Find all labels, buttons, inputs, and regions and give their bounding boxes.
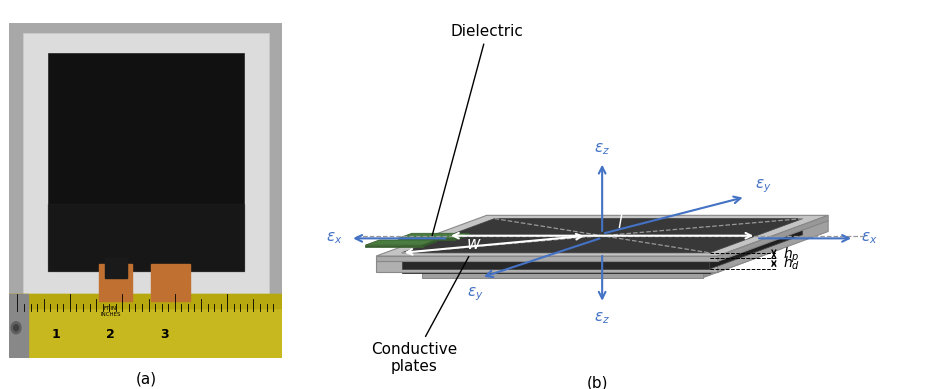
Polygon shape [718,216,828,261]
Bar [105,258,127,278]
Text: $\varepsilon_z$: $\varepsilon_z$ [594,311,610,326]
Polygon shape [402,269,709,273]
Text: $\varepsilon_y$: $\varepsilon_y$ [755,177,771,195]
Text: Conductive
plates: Conductive plates [370,256,469,374]
Circle shape [14,325,19,331]
Polygon shape [23,33,269,298]
Polygon shape [47,53,244,271]
Bar [99,264,132,301]
Text: $h_d$: $h_d$ [783,255,800,272]
Polygon shape [376,216,828,256]
Bar [9,294,282,358]
Polygon shape [366,245,422,247]
Text: 1: 1 [51,328,60,341]
Text: 3: 3 [160,328,169,341]
Bar [47,204,244,271]
Text: FT.IN
INCHES: FT.IN INCHES [100,306,120,317]
Polygon shape [718,221,828,272]
Polygon shape [709,235,803,273]
Polygon shape [376,256,718,261]
Text: $\varepsilon_z$: $\varepsilon_z$ [594,142,610,157]
Text: $w$: $w$ [467,235,482,253]
Text: $l$: $l$ [618,214,624,232]
Polygon shape [402,219,803,253]
Text: Dielectric: Dielectric [432,24,524,236]
Polygon shape [366,240,436,245]
Text: 2: 2 [106,328,115,341]
Polygon shape [376,221,828,261]
Bar [9,294,29,358]
Text: (b): (b) [586,376,608,389]
Polygon shape [402,253,709,269]
Text: $h_p$: $h_p$ [783,246,800,265]
Text: $\varepsilon_x$: $\varepsilon_x$ [326,231,343,246]
Polygon shape [422,242,782,271]
Polygon shape [402,235,803,269]
Bar [151,264,190,301]
Polygon shape [398,238,455,240]
Text: (a): (a) [135,371,156,386]
Polygon shape [376,261,718,272]
Polygon shape [398,233,469,238]
Text: $\varepsilon_x$: $\varepsilon_x$ [861,231,878,246]
Polygon shape [455,233,469,240]
Bar [9,294,282,308]
Polygon shape [704,242,782,277]
Text: $\varepsilon_y$: $\varepsilon_y$ [467,286,483,303]
Polygon shape [422,240,436,247]
Polygon shape [709,219,803,269]
Polygon shape [402,219,803,253]
Circle shape [11,322,21,334]
Polygon shape [422,271,704,277]
